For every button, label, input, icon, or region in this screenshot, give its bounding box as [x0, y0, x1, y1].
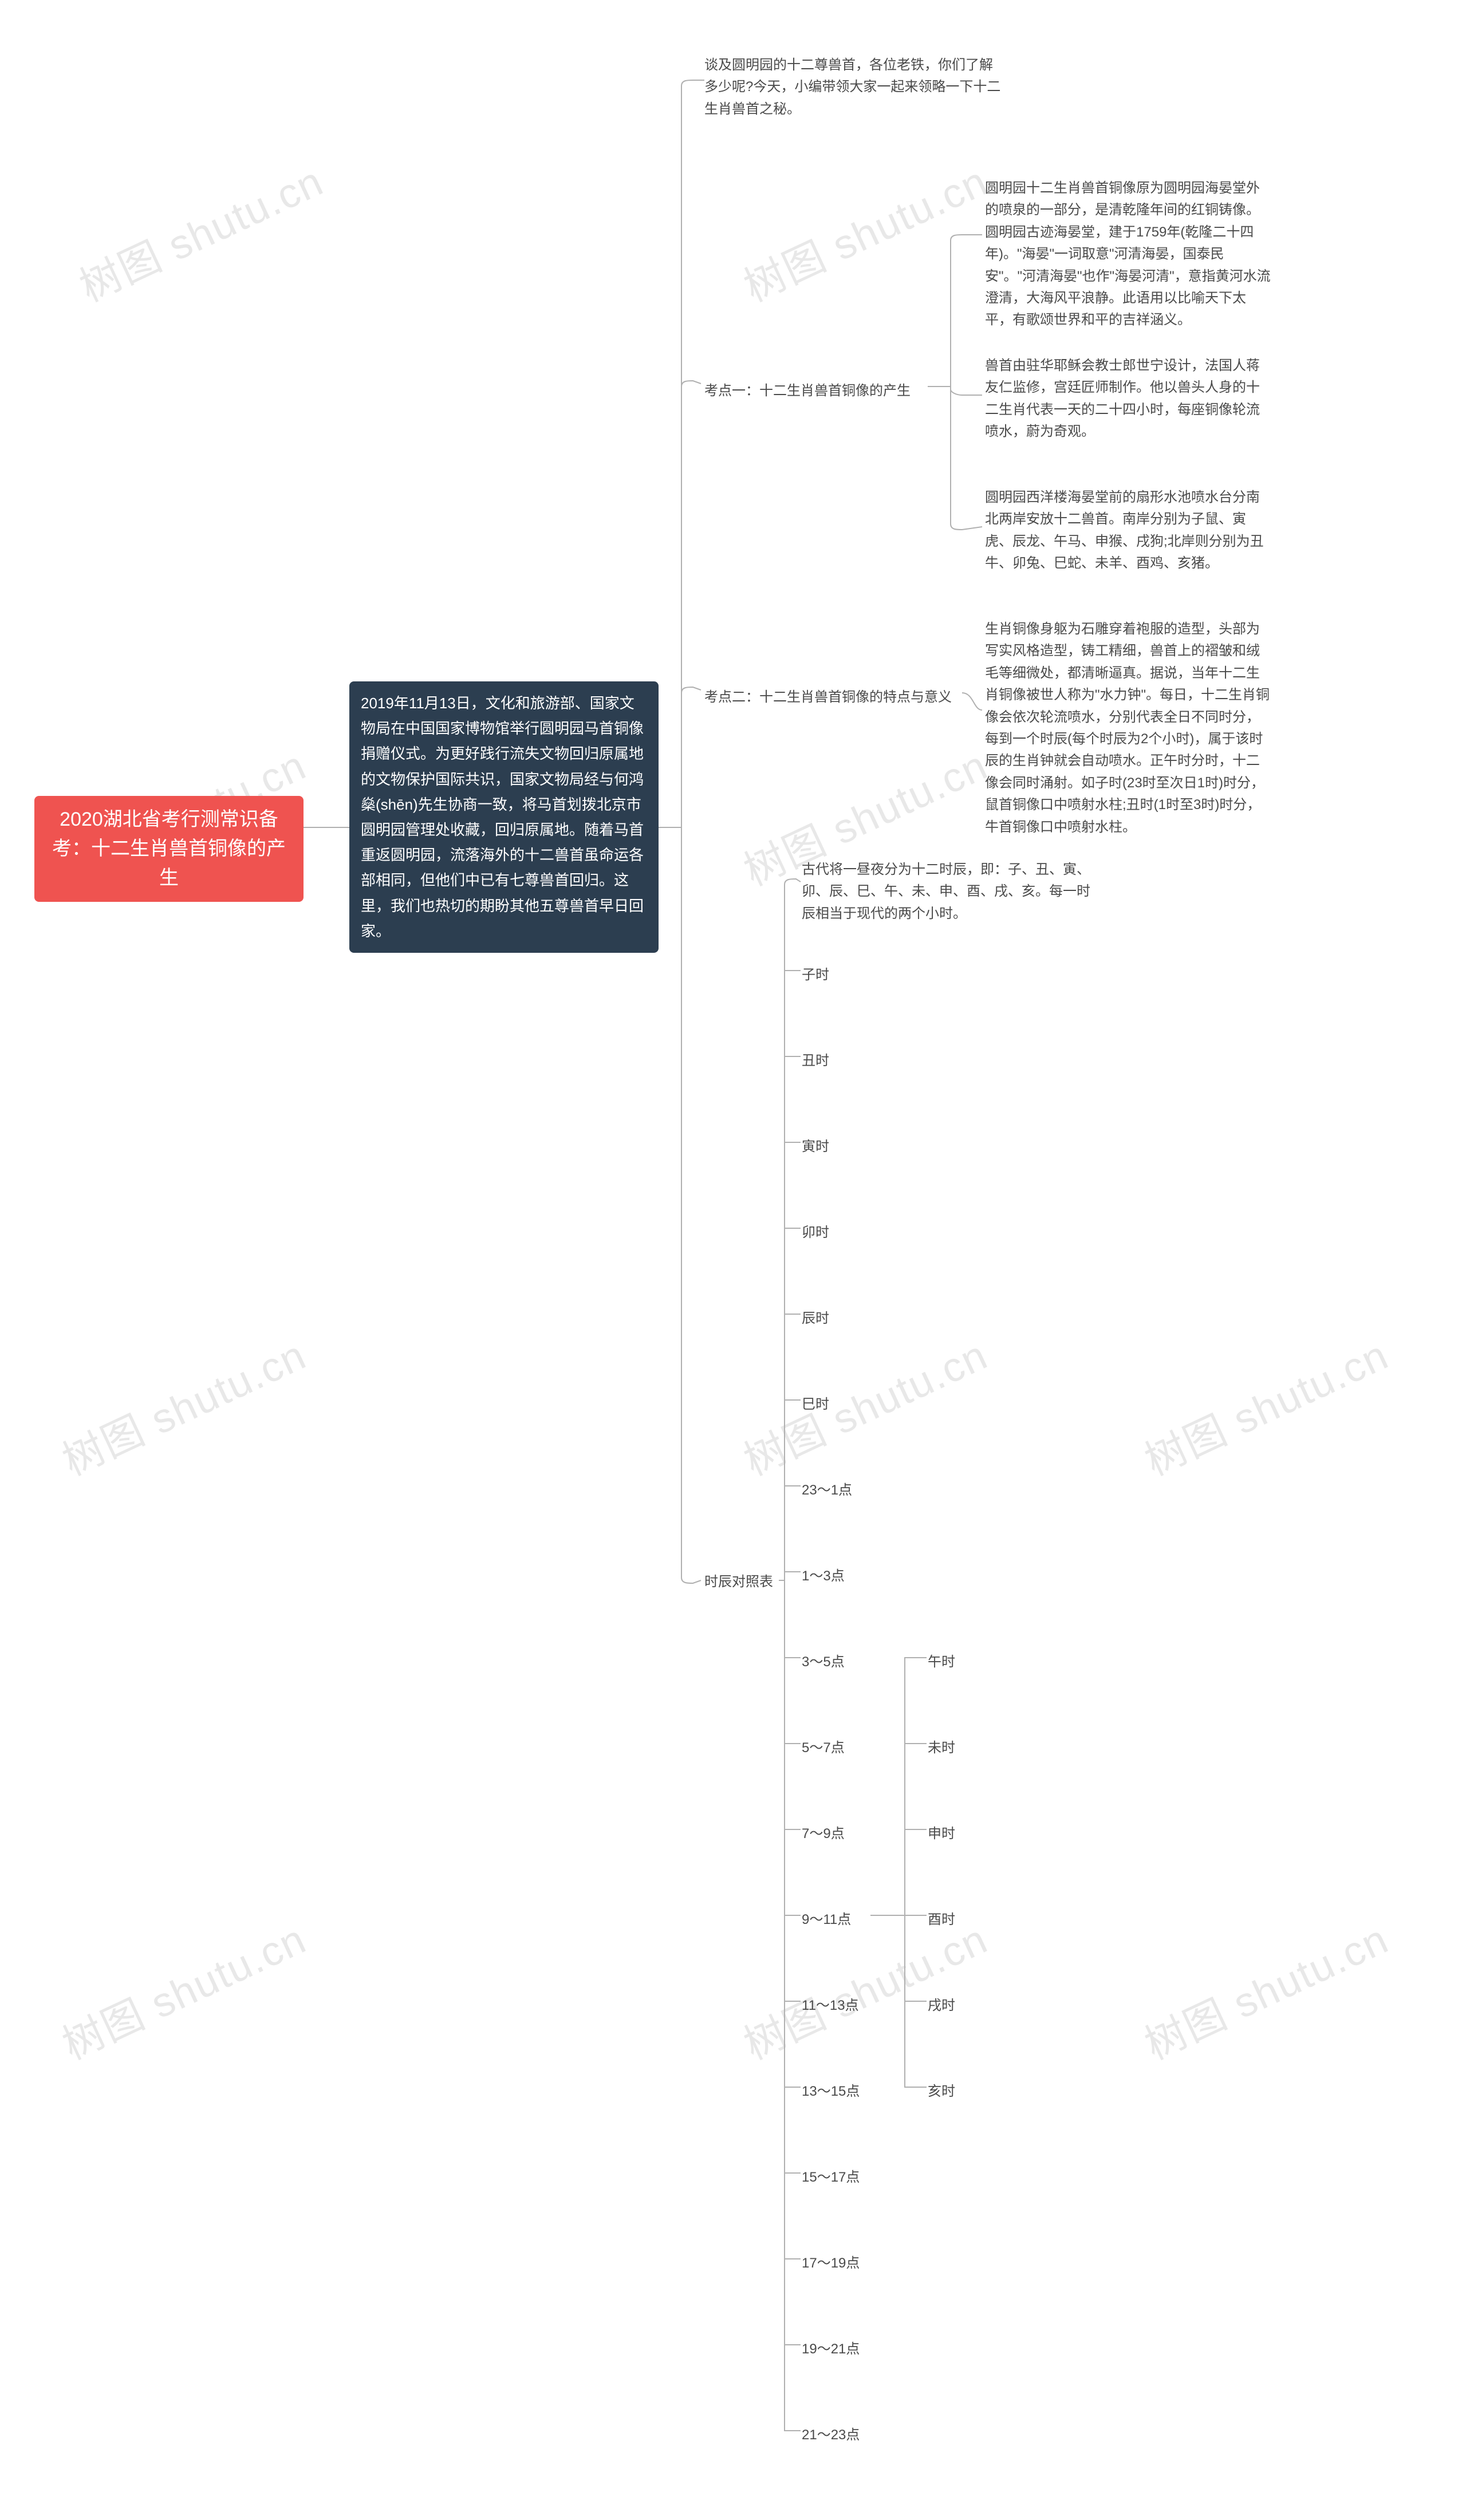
- watermark: 树图 shutu.cn: [1133, 1322, 1397, 1487]
- intro-text: 谈及圆明园的十二尊兽首，各位老铁，你们了解多少呢?今天，小编带领大家一起来领略一…: [704, 54, 1002, 120]
- watermark: 树图 shutu.cn: [51, 1906, 314, 2071]
- k2-child-0: 生肖铜像身躯为石雕穿着袍服的造型，头部为写实风格造型，铸工精细，兽首上的褶皱和绒…: [985, 618, 1271, 838]
- time-row: 11～13点: [802, 1993, 859, 2019]
- timetable-header: 古代将一昼夜分为十二时辰，即：子、丑、寅、卯、辰、巳、午、未、申、酉、戌、亥。每…: [802, 859, 1094, 925]
- time-subrow: 申时: [928, 1821, 955, 1847]
- time-row: 1～3点: [802, 1563, 845, 1590]
- time-row: 子时: [802, 962, 829, 988]
- time-row: 19～21点: [802, 2336, 860, 2363]
- time-subrow: 戌时: [928, 1993, 955, 2019]
- time-row: 5～7点: [802, 1735, 845, 1761]
- k2-title: 考点二：十二生肖兽首铜像的特点与意义: [704, 684, 952, 711]
- time-row: 7～9点: [802, 1821, 845, 1847]
- watermark: 树图 shutu.cn: [732, 148, 996, 313]
- time-row: 21～23点: [802, 2422, 860, 2448]
- watermark: 树图 shutu.cn: [51, 1322, 314, 1487]
- time-row: 15～17点: [802, 2164, 860, 2191]
- time-subrow: 酉时: [928, 1907, 955, 1933]
- mindmap-main: 2019年11月13日，文化和旅游部、国家文物局在中国国家博物馆举行圆明园马首铜…: [349, 681, 659, 953]
- time-subrow: 亥时: [928, 2079, 955, 2105]
- watermark: 树图 shutu.cn: [732, 1322, 996, 1487]
- time-row: 辰时: [802, 1306, 829, 1332]
- timetable-title: 时辰对照表: [704, 1569, 773, 1595]
- k1-child-0: 圆明园十二生肖兽首铜像原为圆明园海晏堂外的喷泉的一部分，是清乾隆年间的红铜铸像。…: [985, 178, 1271, 332]
- time-row: 寅时: [802, 1134, 829, 1160]
- time-subrow: 午时: [928, 1649, 955, 1675]
- k1-child-1: 兽首由驻华耶稣会教士郎世宁设计，法国人蒋友仁监修，宫廷匠师制作。他以兽头人身的十…: [985, 355, 1271, 443]
- time-row: 丑时: [802, 1048, 829, 1074]
- time-row: 17～19点: [802, 2250, 860, 2277]
- k1-title: 考点一：十二生肖兽首铜像的产生: [704, 378, 911, 404]
- time-subrow: 未时: [928, 1735, 955, 1761]
- watermark: 树图 shutu.cn: [68, 148, 332, 313]
- mindmap-root: 2020湖北省考行测常识备考：十二生肖兽首铜像的产生: [34, 796, 304, 902]
- watermark: 树图 shutu.cn: [1133, 1906, 1397, 2071]
- watermark: 树图 shutu.cn: [732, 1906, 996, 2071]
- time-row: 23～1点: [802, 1477, 852, 1504]
- time-row: 13～15点: [802, 2079, 860, 2105]
- time-row: 巳时: [802, 1391, 829, 1418]
- time-row: 9～11点: [802, 1907, 851, 1933]
- time-row: 卯时: [802, 1220, 829, 1246]
- k1-child-2: 圆明园西洋楼海晏堂前的扇形水池喷水台分南北两岸安放十二兽首。南岸分别为子鼠、寅虎…: [985, 487, 1271, 575]
- time-row: 3～5点: [802, 1649, 845, 1675]
